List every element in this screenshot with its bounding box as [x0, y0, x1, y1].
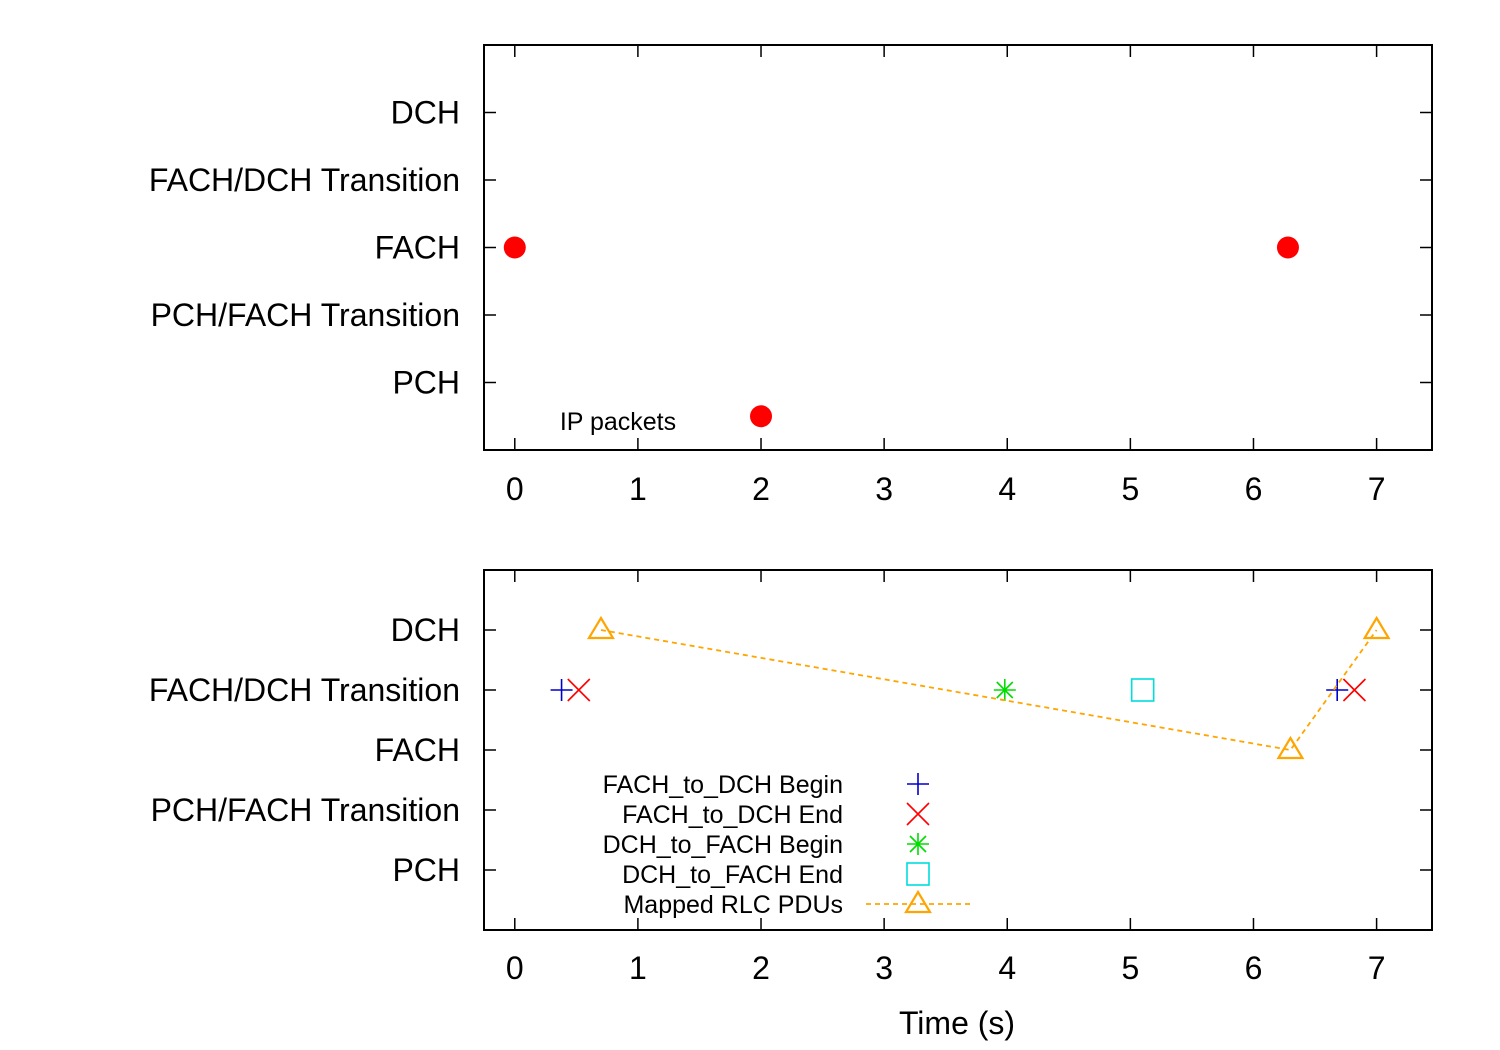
x-tick-label: 5 — [1121, 950, 1139, 986]
data-point-filled-circle — [750, 405, 773, 428]
y-tick-label: FACH — [375, 230, 460, 266]
y-tick-label: FACH/DCH Transition — [149, 672, 460, 708]
legend-label: FACH_to_DCH End — [622, 801, 843, 829]
legend-marker-triangle — [904, 889, 932, 914]
x-tick-label: 6 — [1245, 471, 1263, 507]
x-tick-label: 0 — [506, 471, 524, 507]
top-panel: 0 1 2 3 4 5 6 7 PCH PCH/FACH Transition FACH FACH/D… — [149, 44, 1433, 507]
annotation-label: IP packets — [560, 408, 676, 436]
x-tick-label: 4 — [998, 471, 1016, 507]
x-tick-label: 1 — [629, 950, 647, 986]
data-point-triangle — [1362, 615, 1391, 640]
bottom-panel: 0 1 2 3 4 5 6 7 PCH PCH/FACH Transition FACH FACH/D… — [149, 569, 1433, 986]
legend-label: FACH_to_DCH Begin — [603, 771, 843, 799]
x-axis-label: Time (s) — [899, 1005, 1015, 1041]
data-point-triangle — [587, 615, 615, 640]
y-tick-label: DCH — [391, 95, 460, 131]
x-tick-label: 0 — [506, 950, 524, 986]
data-point-plus — [550, 679, 573, 701]
y-tick-label: PCH — [392, 852, 460, 888]
x-tick-label: 4 — [998, 950, 1016, 986]
y-tick-label: DCH — [391, 612, 460, 648]
y-tick-label: PCH — [392, 365, 460, 401]
y-tick-label: FACH/DCH Transition — [149, 162, 460, 198]
data-point-triangle — [1276, 735, 1305, 760]
y-tick-label: PCH/FACH Transition — [151, 792, 460, 828]
legend-marker-plus — [907, 773, 929, 795]
data-point-star — [993, 679, 1016, 701]
legend-label: DCH_to_FACH Begin — [603, 831, 843, 859]
legend-marker-star — [907, 833, 929, 855]
series-line — [600, 629, 1378, 751]
legend-marker-cross — [906, 802, 930, 826]
x-tick-label: 6 — [1245, 950, 1263, 986]
legend-marker-square — [906, 862, 930, 886]
y-tick-label: FACH — [375, 732, 460, 768]
data-point-square — [1130, 678, 1155, 702]
x-tick-label: 3 — [875, 471, 893, 507]
legend-label: DCH_to_FACH End — [622, 861, 843, 889]
x-tick-label: 2 — [752, 471, 770, 507]
data-point-plus — [1326, 679, 1349, 701]
y-tick-label: PCH/FACH Transition — [151, 297, 460, 333]
x-tick-label: 1 — [629, 471, 647, 507]
x-tick-label: 7 — [1368, 471, 1386, 507]
data-point-cross — [567, 678, 591, 702]
x-tick-label: 7 — [1368, 950, 1386, 986]
x-tick-label: 3 — [875, 950, 893, 986]
x-tick-label: 2 — [752, 950, 770, 986]
data-point-filled-circle — [1276, 236, 1299, 259]
legend-label: Mapped RLC PDUs — [623, 891, 843, 919]
data-point-cross — [1342, 678, 1367, 702]
data-point-filled-circle — [503, 236, 526, 259]
x-tick-label: 5 — [1121, 471, 1139, 507]
